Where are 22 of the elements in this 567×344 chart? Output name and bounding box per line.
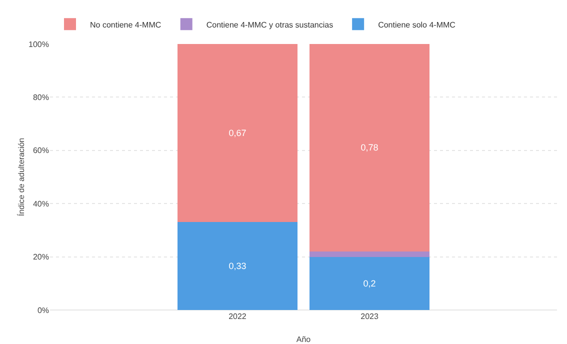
bar [309,251,430,257]
y-tick-label: 40% [32,199,49,208]
bar [177,222,298,310]
legend-label: Contiene solo 4-MMC [378,20,456,30]
legend-label: Contiene 4-MMC y otras sustancias [206,20,334,30]
data-label: 0,2 [363,278,376,288]
y-tick-label: 100% [28,40,49,49]
x-axis-title: Año [296,335,312,344]
y-axis-title: Índice de adulteración [17,138,26,216]
y-tick-label: 80% [32,93,49,102]
x-tick-label: 2022 [228,312,247,321]
y-tick-label: 0% [37,306,49,315]
x-tick-label: 2023 [360,312,379,321]
y-tick-label: 60% [32,146,49,156]
data-label: 0,33 [228,261,246,272]
data-label: 0,78 [360,142,378,153]
data-label: 0,67 [228,128,246,138]
y-tick-label: 20% [32,252,49,262]
bar [177,44,298,222]
bar [309,256,430,310]
legend-label: No contiene 4-MMC [90,20,162,30]
bar [309,44,430,252]
